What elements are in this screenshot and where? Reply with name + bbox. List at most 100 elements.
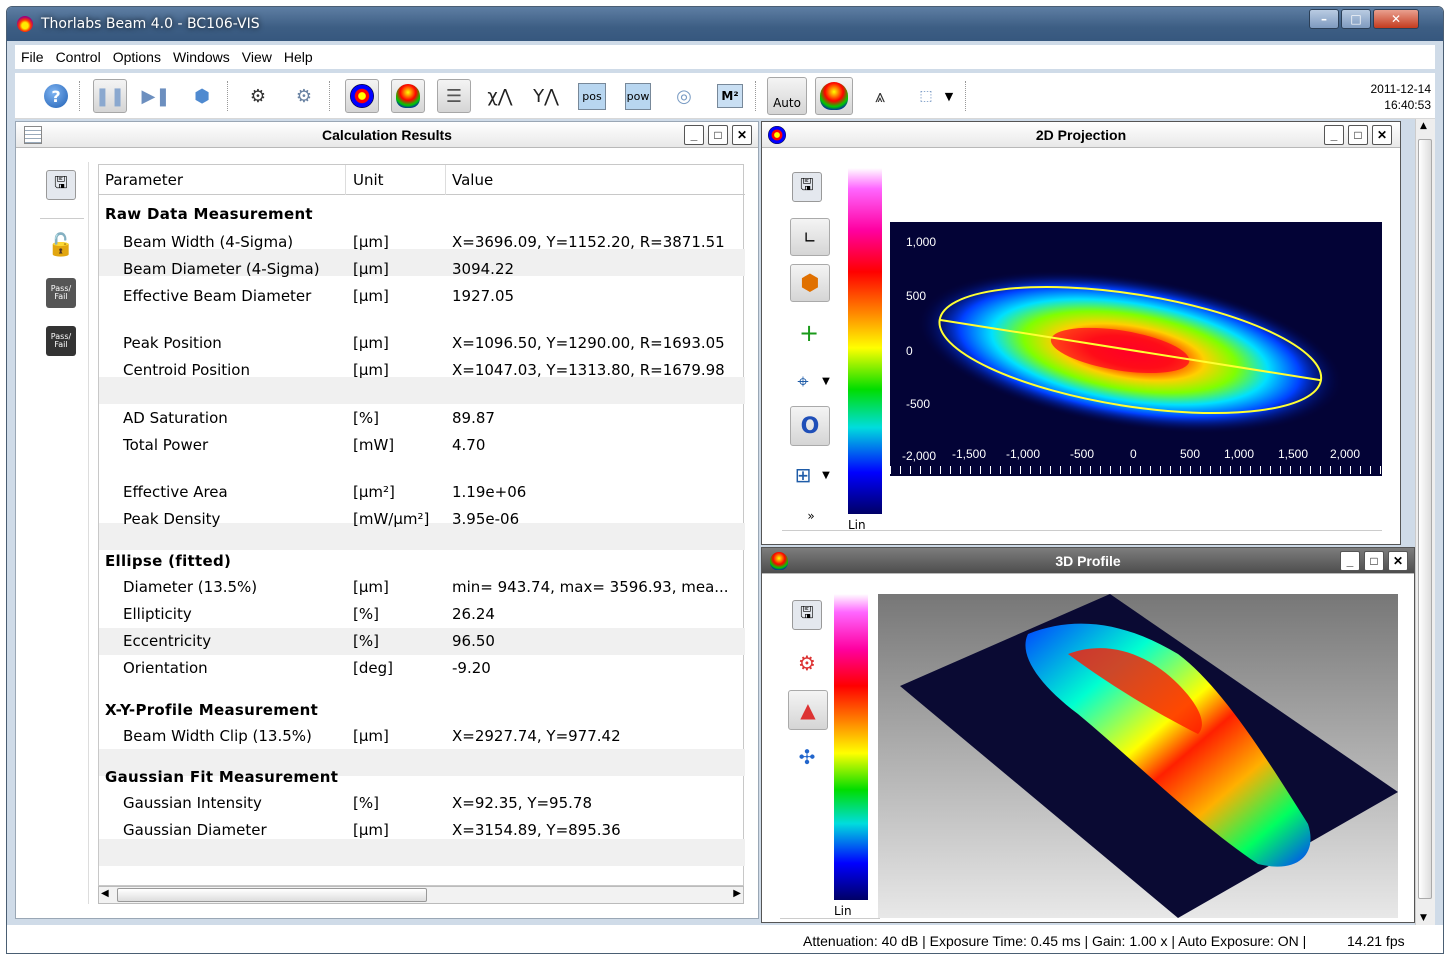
table-row[interactable]: Peak Position [µm] X=1096.50, Y=1290.00, R… — [99, 330, 745, 357]
table-row[interactable]: Diameter (13.5%) [µm] min= 943.74, max= 35… — [99, 574, 745, 601]
unit-cell: [µm] — [353, 260, 389, 278]
power-icon[interactable]: pow — [621, 79, 655, 113]
vertical-scroll-thumb[interactable] — [1418, 139, 1432, 899]
3d-mountain-icon[interactable]: ▲ — [788, 690, 828, 730]
table-row[interactable]: Beam Width Clip (13.5%) [µm] X=2927.74, Y=… — [99, 723, 745, 750]
save-icon[interactable]: 🖫 — [46, 170, 76, 200]
hexagon-icon[interactable]: ⬢ — [790, 264, 830, 302]
2d-close-button[interactable]: ✕ — [1372, 125, 1392, 145]
2d-maximize-button[interactable]: □ — [1348, 125, 1368, 145]
timestamp: 2011-12-14 16:40:53 — [1370, 82, 1432, 112]
m2-icon[interactable]: M² — [713, 79, 747, 113]
camera-settings-icon[interactable]: ⚙ — [249, 85, 267, 107]
3d-profile-panel: 3D Profile _ □ ✕ 🖫 ⚙ ▲ ✣ Lin — [761, 547, 1415, 923]
cube-icon[interactable]: ⬢ — [194, 85, 210, 107]
table-row[interactable]: Beam Diameter (4-Sigma) [µm] 3094.22 — [99, 256, 745, 283]
pass-fail-icon[interactable]: Pass/ Fail — [46, 278, 76, 308]
x-profile-icon[interactable]: χ⋀ — [487, 85, 513, 107]
x-tick: -500 — [1070, 447, 1094, 461]
toolbar: ? ❚❚ ▶❚ ⬢ ⚙ ⚙ ☰ χ⋀ Y⋀ pos pow ◎ M² Auto … — [15, 73, 1435, 119]
section-title: Raw Data Measurement — [105, 205, 313, 223]
roi-icon[interactable]: ⬚ — [919, 88, 933, 104]
crosshair-plus-icon[interactable]: + — [798, 319, 820, 347]
table-row[interactable]: Centroid Position [µm] X=1047.03, Y=1313.8… — [99, 357, 745, 384]
auto-exposure-button[interactable]: Auto — [767, 77, 807, 115]
color-scale-bar — [848, 168, 882, 514]
axes-icon[interactable]: ∟ — [790, 218, 830, 256]
section-title: Gaussian Fit Measurement — [105, 768, 339, 786]
roi-dropdown-icon[interactable]: ▼ — [944, 89, 954, 103]
menu-file[interactable]: File — [21, 49, 44, 65]
menu-windows[interactable]: Windows — [172, 49, 230, 65]
window-title: Thorlabs Beam 4.0 - BC106-VIS — [41, 16, 260, 32]
ellipse-icon[interactable]: O — [790, 406, 830, 446]
3d-save-icon[interactable]: 🖫 — [792, 600, 822, 630]
calc-results-icon[interactable]: ☰ — [437, 79, 471, 113]
table-row[interactable]: Effective Area [µm²] 1.19e+06 — [99, 479, 745, 506]
header-parameter[interactable]: Parameter — [105, 171, 184, 189]
table-row[interactable]: Eccentricity [%] 96.50 — [99, 628, 745, 655]
table-row[interactable]: Ellipticity [%] 26.24 — [99, 601, 745, 628]
3d-settings-icon[interactable]: ⚙ — [798, 651, 816, 675]
grid-dropdown-icon[interactable]: ▼ — [822, 469, 830, 481]
menu-view[interactable]: View — [241, 49, 272, 65]
close-button[interactable]: ✕ — [1373, 9, 1419, 29]
y-tick: -500 — [906, 397, 930, 411]
menu-options[interactable]: Options — [112, 49, 161, 65]
menu-help[interactable]: Help — [283, 49, 313, 65]
2d-minimize-button[interactable]: _ — [1324, 125, 1344, 145]
help-icon[interactable]: ? — [39, 79, 73, 113]
status-bar: Attenuation: 40 dB | Exposure Time: 0.45… — [7, 925, 1443, 953]
color-map-icon[interactable] — [815, 77, 853, 115]
maximize-button[interactable]: □ — [1341, 9, 1371, 29]
pause-icon[interactable]: ❚❚ — [93, 79, 127, 113]
value-cell: X=1047.03, Y=1313.80, R=1679.98 — [452, 361, 725, 379]
peak-icon[interactable]: ⩓ — [874, 85, 886, 107]
menu-bar: File Control Options Windows View Help — [15, 45, 1435, 69]
3d-profile-icon[interactable] — [391, 79, 425, 113]
3d-rotate-icon[interactable]: ✣ — [798, 745, 816, 769]
2d-projection-icon[interactable] — [345, 79, 379, 113]
3d-profile-title: 3D Profile — [1055, 553, 1121, 569]
x-tick: 2,000 — [1330, 447, 1360, 461]
x-tick: 0 — [1130, 447, 1137, 461]
y-profile-icon[interactable]: Y⋀ — [533, 85, 559, 107]
table-row[interactable]: Gaussian Diameter [µm] X=3154.89, Y=895.36 — [99, 817, 745, 844]
header-value[interactable]: Value — [452, 171, 494, 189]
y-tick: 1,000 — [906, 235, 936, 249]
minimize-button[interactable]: – — [1309, 9, 1339, 29]
position-icon[interactable]: pos — [575, 79, 609, 113]
centroid-dropdown-icon[interactable]: ▼ — [822, 375, 830, 387]
table-row[interactable]: Beam Width (4-Sigma) [µm] X=3696.09, Y=115… — [99, 229, 745, 256]
3d-close-button[interactable]: ✕ — [1388, 551, 1408, 571]
grid-settings-icon[interactable]: ⚙ — [295, 85, 313, 107]
step-play-icon[interactable]: ▶❚ — [141, 85, 171, 107]
panel-minimize-button[interactable]: _ — [684, 125, 704, 145]
param-cell: Gaussian Intensity — [123, 794, 262, 812]
more-icon[interactable]: » — [807, 509, 815, 523]
table-row[interactable]: Gaussian Intensity [%] X=92.35, Y=95.78 — [99, 790, 745, 817]
2d-save-icon[interactable]: 🖫 — [792, 172, 822, 202]
vertical-scrollbar[interactable]: ▲ ▼ — [1415, 119, 1435, 927]
header-unit[interactable]: Unit — [353, 171, 384, 189]
table-row[interactable]: Effective Beam Diameter [µm] 1927.05 — [99, 283, 745, 310]
table-row[interactable]: Orientation [deg] -9.20 — [99, 655, 745, 682]
3d-minimize-button[interactable]: _ — [1340, 551, 1360, 571]
scroll-thumb[interactable] — [117, 888, 427, 902]
table-row[interactable]: Total Power [mW] 4.70 — [99, 432, 745, 459]
table-row[interactable]: Peak Density [mW/µm²] 3.95e-06 — [99, 506, 745, 533]
panel-maximize-button[interactable]: □ — [708, 125, 728, 145]
centroid-icon[interactable]: ⌖ — [797, 369, 809, 393]
horizontal-scrollbar[interactable]: ◀ ▶ — [98, 886, 744, 904]
menu-control[interactable]: Control — [55, 49, 101, 65]
grid-icon[interactable]: ⊞ — [794, 463, 812, 487]
3d-icon — [770, 552, 788, 570]
table-row[interactable]: AD Saturation [%] 89.87 — [99, 405, 745, 432]
panel-close-button[interactable]: ✕ — [732, 125, 752, 145]
pass-fail-config-icon[interactable]: Pass/ Fail — [46, 326, 76, 356]
3d-maximize-button[interactable]: □ — [1364, 551, 1384, 571]
unlock-icon[interactable]: 🔓 — [47, 232, 75, 258]
reference-icon[interactable]: ◎ — [676, 85, 692, 107]
unit-cell: [µm²] — [353, 483, 395, 501]
3d-color-scale-bar — [834, 594, 868, 900]
